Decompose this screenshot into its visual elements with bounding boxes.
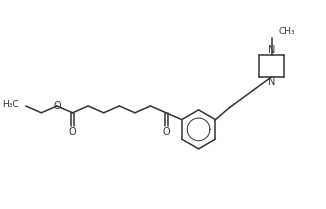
Text: O: O	[69, 127, 76, 137]
Text: N: N	[268, 45, 275, 55]
Text: O: O	[53, 101, 61, 111]
Text: CH₃: CH₃	[278, 27, 295, 36]
Text: N: N	[268, 77, 275, 87]
Text: H₃C: H₃C	[2, 101, 19, 110]
Text: O: O	[162, 127, 170, 137]
